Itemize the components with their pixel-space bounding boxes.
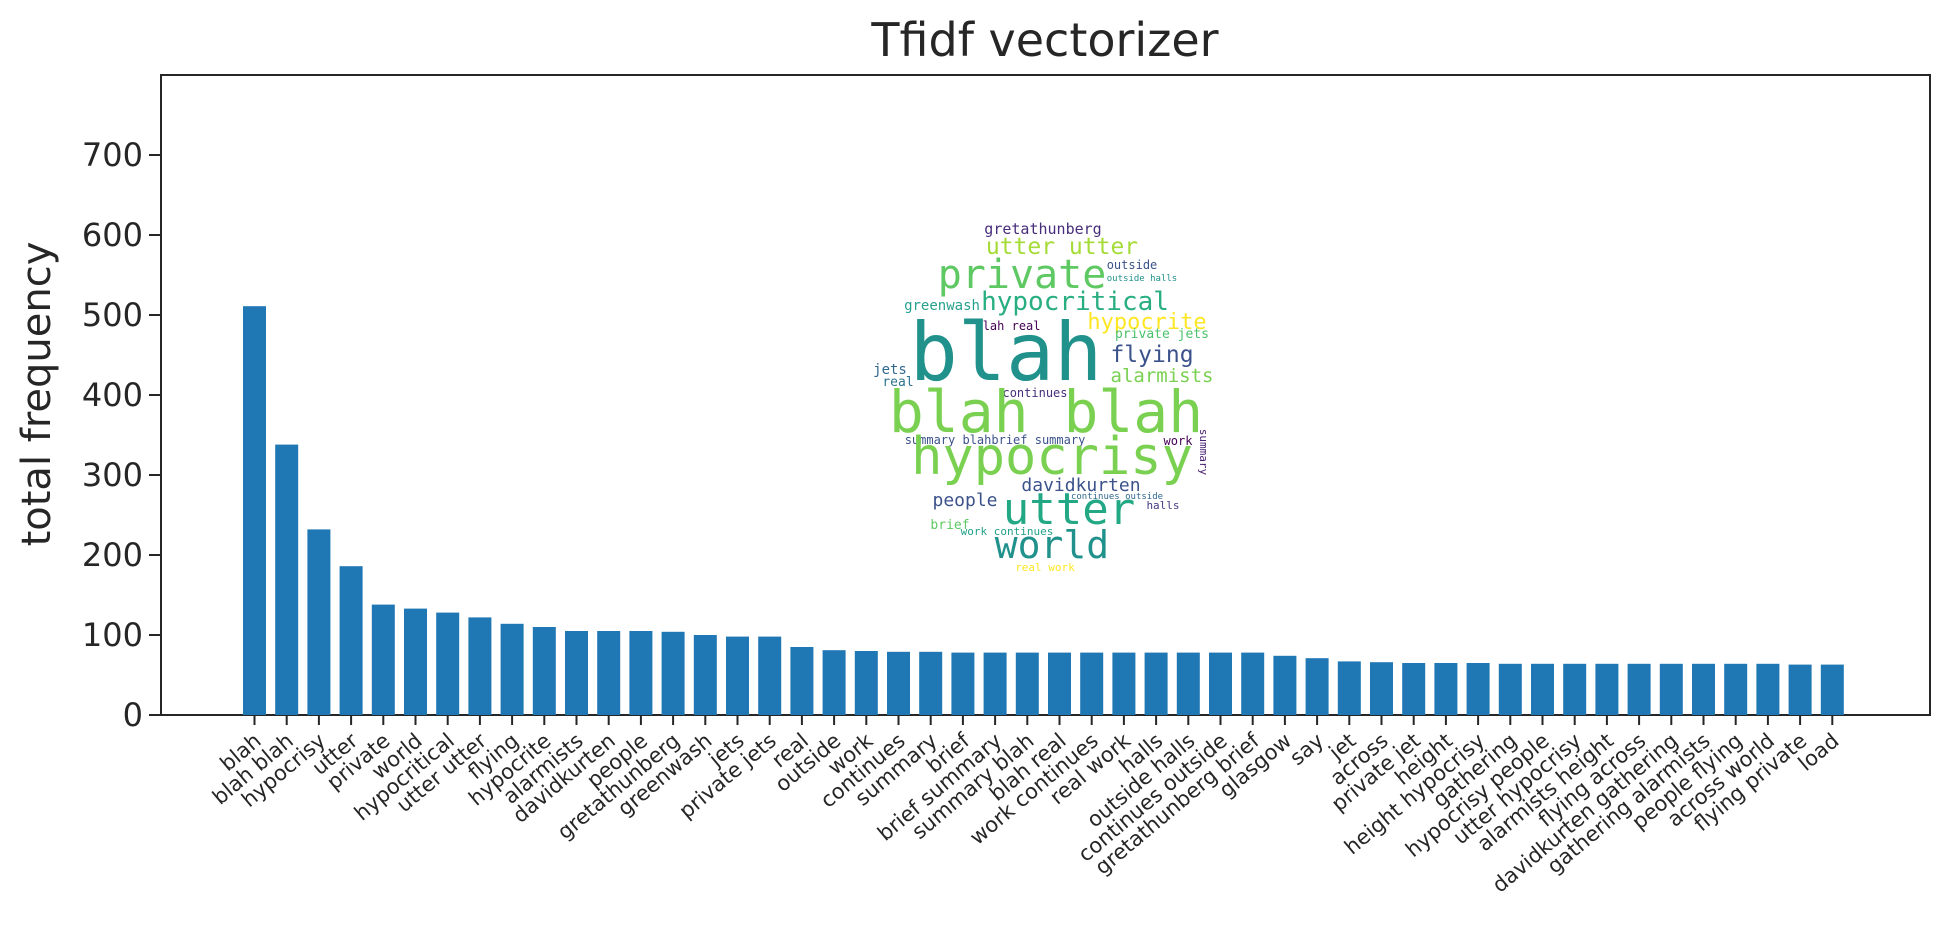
wordcloud-word: work xyxy=(1164,434,1194,448)
wordcloud-word: flying xyxy=(1110,342,1193,368)
wordcloud-word: continues outside xyxy=(1071,492,1163,502)
y-axis-label: total frequency xyxy=(14,242,60,547)
bar xyxy=(822,650,846,715)
y-tick-label: 200 xyxy=(82,536,143,574)
y-tick-label: 300 xyxy=(82,456,143,494)
bar xyxy=(1820,664,1844,715)
bar xyxy=(1273,655,1297,715)
bar xyxy=(371,604,395,715)
wordcloud-word: real work xyxy=(1015,561,1075,574)
bar xyxy=(1048,652,1071,715)
bar xyxy=(1337,661,1361,715)
bar xyxy=(243,306,266,715)
bar xyxy=(275,444,299,715)
wordcloud-word: hypocritical xyxy=(981,287,1169,317)
bar xyxy=(1015,652,1039,715)
bar xyxy=(629,631,653,715)
x-tick-label: say xyxy=(1285,728,1328,770)
bar xyxy=(1692,663,1715,715)
bar xyxy=(1305,658,1329,715)
bar xyxy=(790,647,814,715)
bar xyxy=(1466,663,1490,715)
bar xyxy=(1112,652,1136,715)
y-tick-label: 500 xyxy=(82,296,143,334)
bar xyxy=(1434,663,1458,715)
wordcloud-word: utter xyxy=(1003,484,1135,535)
bar xyxy=(887,651,910,715)
y-tick-label: 700 xyxy=(82,136,143,174)
bar xyxy=(693,635,717,715)
bar xyxy=(500,623,524,715)
wordcloud-word: continues xyxy=(1002,386,1067,400)
y-tick-label: 100 xyxy=(82,616,143,654)
wordcloud-word: world xyxy=(995,523,1109,567)
wordcloud-word: davidkurten xyxy=(1021,475,1140,496)
wordcloud-word: utter utter xyxy=(986,234,1138,260)
bar xyxy=(1659,663,1683,715)
bar xyxy=(919,651,943,715)
bar xyxy=(532,627,556,715)
y-tick-label: 400 xyxy=(82,376,143,414)
wordcloud-word: summary blahbrief summary xyxy=(905,433,1086,447)
bar xyxy=(1498,663,1522,715)
wordcloud-word: work continues xyxy=(961,525,1054,538)
bar xyxy=(1176,652,1200,715)
bar xyxy=(951,652,975,715)
wordcloud-word: blah blah xyxy=(889,378,1203,446)
wordcloud-word: real xyxy=(882,375,913,390)
y-axis-ticks: 0 100 200 300 400 500 600 700 xyxy=(82,136,161,734)
bar xyxy=(1370,662,1393,715)
wordcloud-word: halls xyxy=(1146,499,1179,512)
bar xyxy=(758,636,782,715)
bar xyxy=(1531,663,1554,715)
bar xyxy=(404,608,427,715)
bar xyxy=(1595,663,1619,715)
bar xyxy=(726,636,749,715)
y-tick-label: 0 xyxy=(123,696,143,734)
bar xyxy=(661,631,685,715)
bar xyxy=(1788,664,1812,715)
bar xyxy=(1402,663,1426,715)
wordcloud-word: gretathunberg xyxy=(984,220,1101,238)
bar xyxy=(436,612,460,715)
bar xyxy=(854,651,878,715)
wordcloud-word: private xyxy=(938,252,1107,298)
y-tick-label: 600 xyxy=(82,216,143,254)
bar xyxy=(468,617,492,715)
wordcloud-word: blah xyxy=(910,306,1103,399)
bars xyxy=(243,306,1844,715)
bar xyxy=(339,566,363,715)
bar xyxy=(983,652,1007,715)
bar xyxy=(1080,652,1104,715)
chart-title: Tfidf vectorizer xyxy=(870,13,1218,67)
bar xyxy=(1209,652,1232,715)
wordcloud-word: greenwash xyxy=(904,298,980,314)
wordcloud-word: alarmists xyxy=(1111,365,1214,387)
wordcloud-word: brief xyxy=(930,518,969,533)
plot-area xyxy=(160,74,1931,716)
wordcloud-word: blah real xyxy=(975,319,1040,333)
wordcloud-word: hypocrisy xyxy=(911,427,1193,487)
wordcloud-word: private jets xyxy=(1115,327,1209,342)
bar xyxy=(1563,663,1587,715)
bar xyxy=(1144,652,1168,715)
wordcloud-word: people xyxy=(932,490,997,511)
wordcloud-word: outside xyxy=(1107,258,1158,272)
bar xyxy=(1724,663,1748,715)
bar xyxy=(1241,652,1265,715)
wordcloud-word: jets xyxy=(873,362,907,378)
wordcloud-word: summary xyxy=(1197,429,1210,476)
bar xyxy=(1756,663,1780,715)
bar xyxy=(597,631,621,715)
wordcloud-word: hypocrite xyxy=(1087,310,1206,335)
wordcloud-word: outside halls xyxy=(1107,274,1177,284)
bar xyxy=(565,631,588,715)
bar xyxy=(1627,663,1651,715)
bar xyxy=(307,529,331,715)
